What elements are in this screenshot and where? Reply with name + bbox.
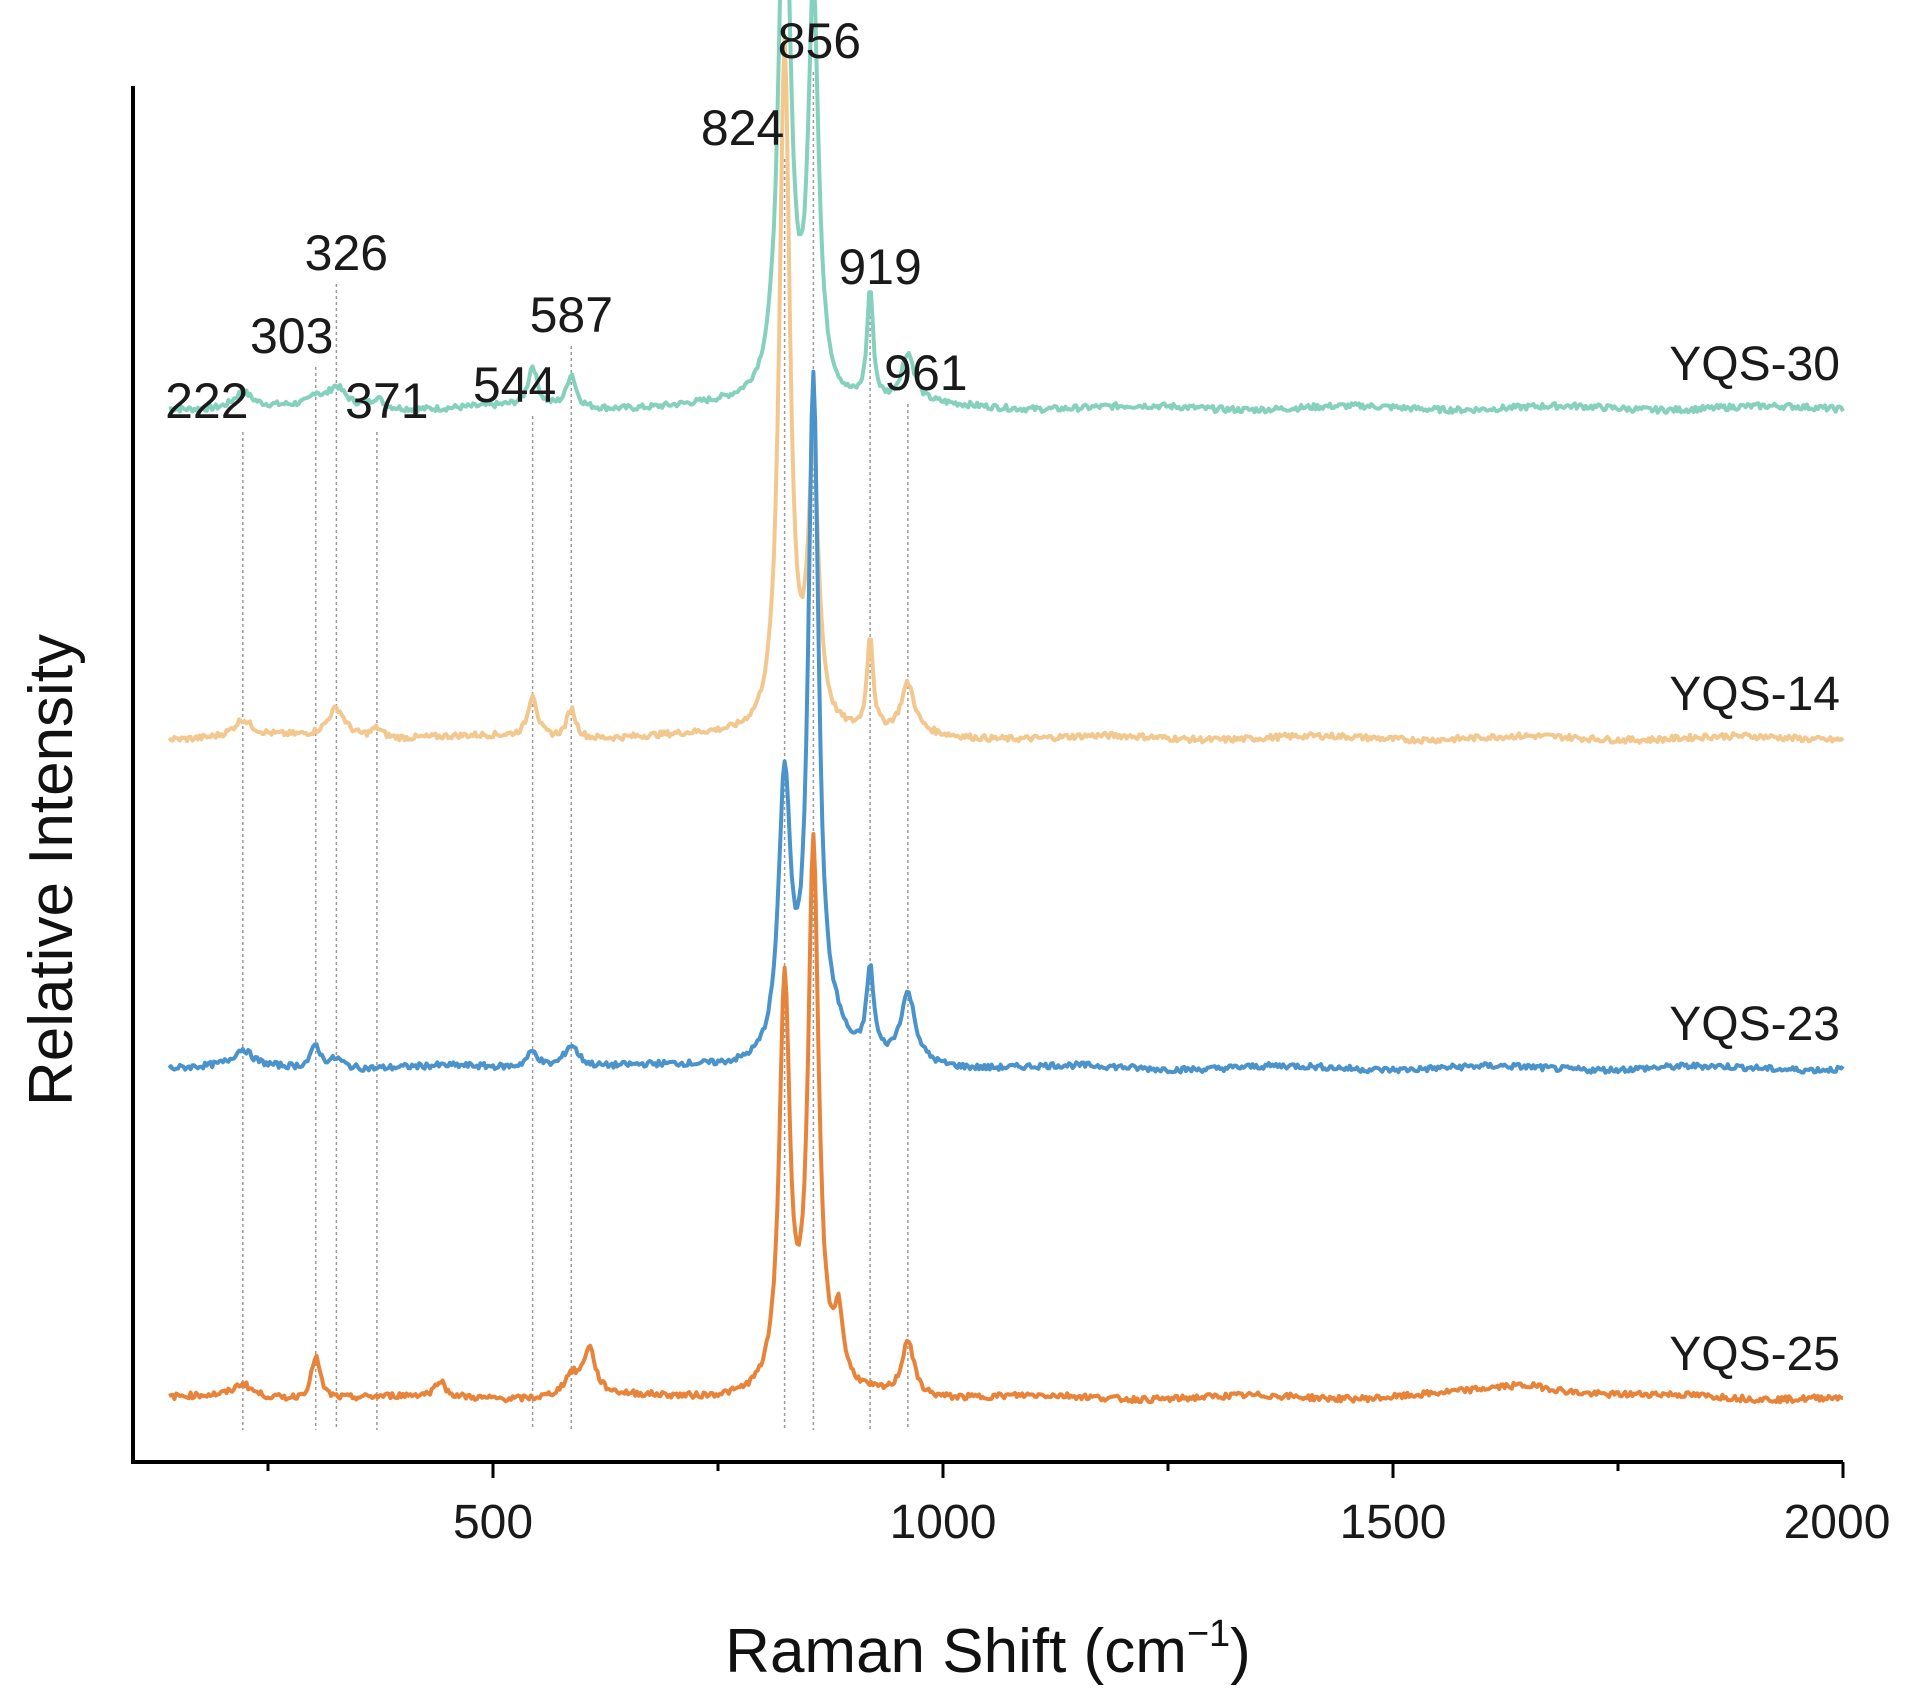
peak-label-544: 544 [473,357,556,413]
peak-label-371: 371 [345,373,428,429]
series-label-yqs-25: YQS-25 [1669,1328,1840,1381]
x-axis-title: Raman Shift (cm−1) [725,1613,1251,1686]
x-tick-label-2000: 2000 [1784,1496,1891,1549]
peak-label-856: 856 [778,13,861,69]
series-label-yqs-23: YQS-23 [1669,998,1840,1051]
x-tick-label-1500: 1500 [1340,1496,1447,1549]
trace-yqs-25 [168,832,1844,1405]
peak-label-919: 919 [838,239,921,295]
peak-label-326: 326 [305,225,388,281]
trace-yqs-23 [167,369,1845,1075]
x-axis-ticks: 500 1000 1500 2000 [266,1462,1891,1549]
peak-label-222: 222 [165,373,248,429]
peak-label-587: 587 [530,287,613,343]
series-label-yqs-14: YQS-14 [1669,668,1840,721]
peak-label-961: 961 [884,345,967,401]
peak-label-303: 303 [250,308,333,364]
peak-guide-lines [242,72,909,1430]
x-axis-title-main: Raman Shift (cm [725,1617,1187,1686]
series-labels: YQS-30 YQS-14 YQS-23 YQS-25 [1669,338,1840,1381]
trace-yqs-14 [167,37,1845,745]
axes [131,86,1843,1464]
x-tick-label-1000: 1000 [890,1496,997,1549]
spectra-traces [167,0,1845,1405]
series-label-yqs-30: YQS-30 [1669,338,1840,391]
trace-yqs-30 [168,0,1845,415]
x-axis-title-close: ) [1230,1617,1251,1686]
x-axis-title-exponent: −1 [1187,1613,1230,1655]
peak-label-824: 824 [701,100,784,156]
y-axis-title: Relative Intensity [17,634,86,1106]
x-tick-label-500: 500 [453,1496,533,1549]
